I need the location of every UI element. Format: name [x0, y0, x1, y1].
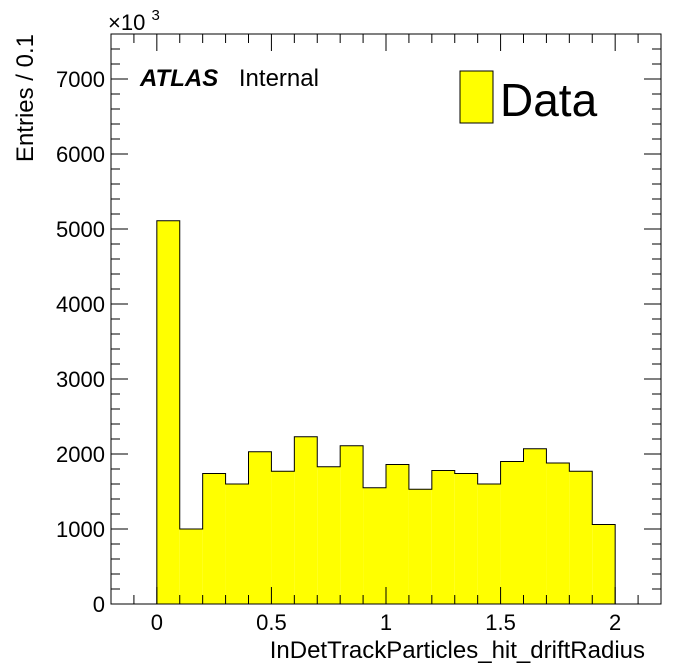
- y-multiplier-exponent: 3: [151, 7, 159, 24]
- histogram-bin: [500, 461, 524, 604]
- histogram-bin: [569, 471, 593, 604]
- histogram-bin: [477, 484, 501, 604]
- histogram-bin: [294, 436, 318, 604]
- x-tick-label: 0.5: [256, 610, 287, 635]
- y-tick-label: 1000: [56, 517, 105, 542]
- y-tick-label: 4000: [56, 292, 105, 317]
- histogram-outline: [156, 220, 616, 604]
- y-axis-title: Entries / 0.1: [12, 34, 39, 162]
- axis-ticks: [110, 33, 662, 605]
- histogram-bin: [454, 473, 478, 604]
- histogram-bin: [156, 220, 180, 604]
- x-tick-label: 0: [151, 610, 163, 635]
- y-tick-label: 3000: [56, 367, 105, 392]
- legend-label: Data: [500, 74, 598, 126]
- histogram-bin: [340, 445, 364, 604]
- histogram-bin: [592, 524, 616, 604]
- y-tick-label: 2000: [56, 442, 105, 467]
- histogram-bin: [202, 473, 226, 604]
- histogram-bin: [317, 466, 341, 604]
- atlas-label: ATLAS Internal: [139, 65, 319, 92]
- histogram-bin: [386, 464, 409, 604]
- atlas-status-text: Internal: [239, 65, 319, 92]
- histogram-bin: [523, 448, 547, 604]
- y-multiplier-base: ×10: [108, 10, 145, 35]
- histogram-bin: [271, 471, 295, 604]
- histogram-bin: [179, 529, 203, 604]
- y-tick-label: 7000: [56, 67, 105, 92]
- y-tick-label: 5000: [56, 217, 105, 242]
- y-tick-label: 0: [93, 592, 105, 617]
- histogram-bars: [156, 220, 616, 604]
- axis-tick-labels: 0 0.5 1 1.5 2 0 1000 2000 3000 4000 5000 6000 7000: [56, 67, 621, 635]
- y-multiplier-label: ×10 3: [108, 7, 160, 35]
- legend: Data: [459, 70, 598, 126]
- atlas-bold-text: ATLAS: [139, 65, 218, 92]
- legend-swatch: [459, 70, 494, 124]
- x-tick-label: 2: [609, 610, 621, 635]
- x-tick-label: 1: [380, 610, 392, 635]
- x-axis-title: InDetTrackParticles_hit_driftRadius: [270, 637, 645, 664]
- histogram-bin: [408, 489, 432, 604]
- histogram-bin: [546, 463, 570, 604]
- y-tick-label: 6000: [56, 142, 105, 167]
- histogram-bin: [431, 470, 455, 604]
- x-tick-label: 1.5: [485, 610, 516, 635]
- histogram-bin: [225, 484, 249, 604]
- histogram-bin: [248, 451, 272, 604]
- histogram-bin: [363, 487, 386, 604]
